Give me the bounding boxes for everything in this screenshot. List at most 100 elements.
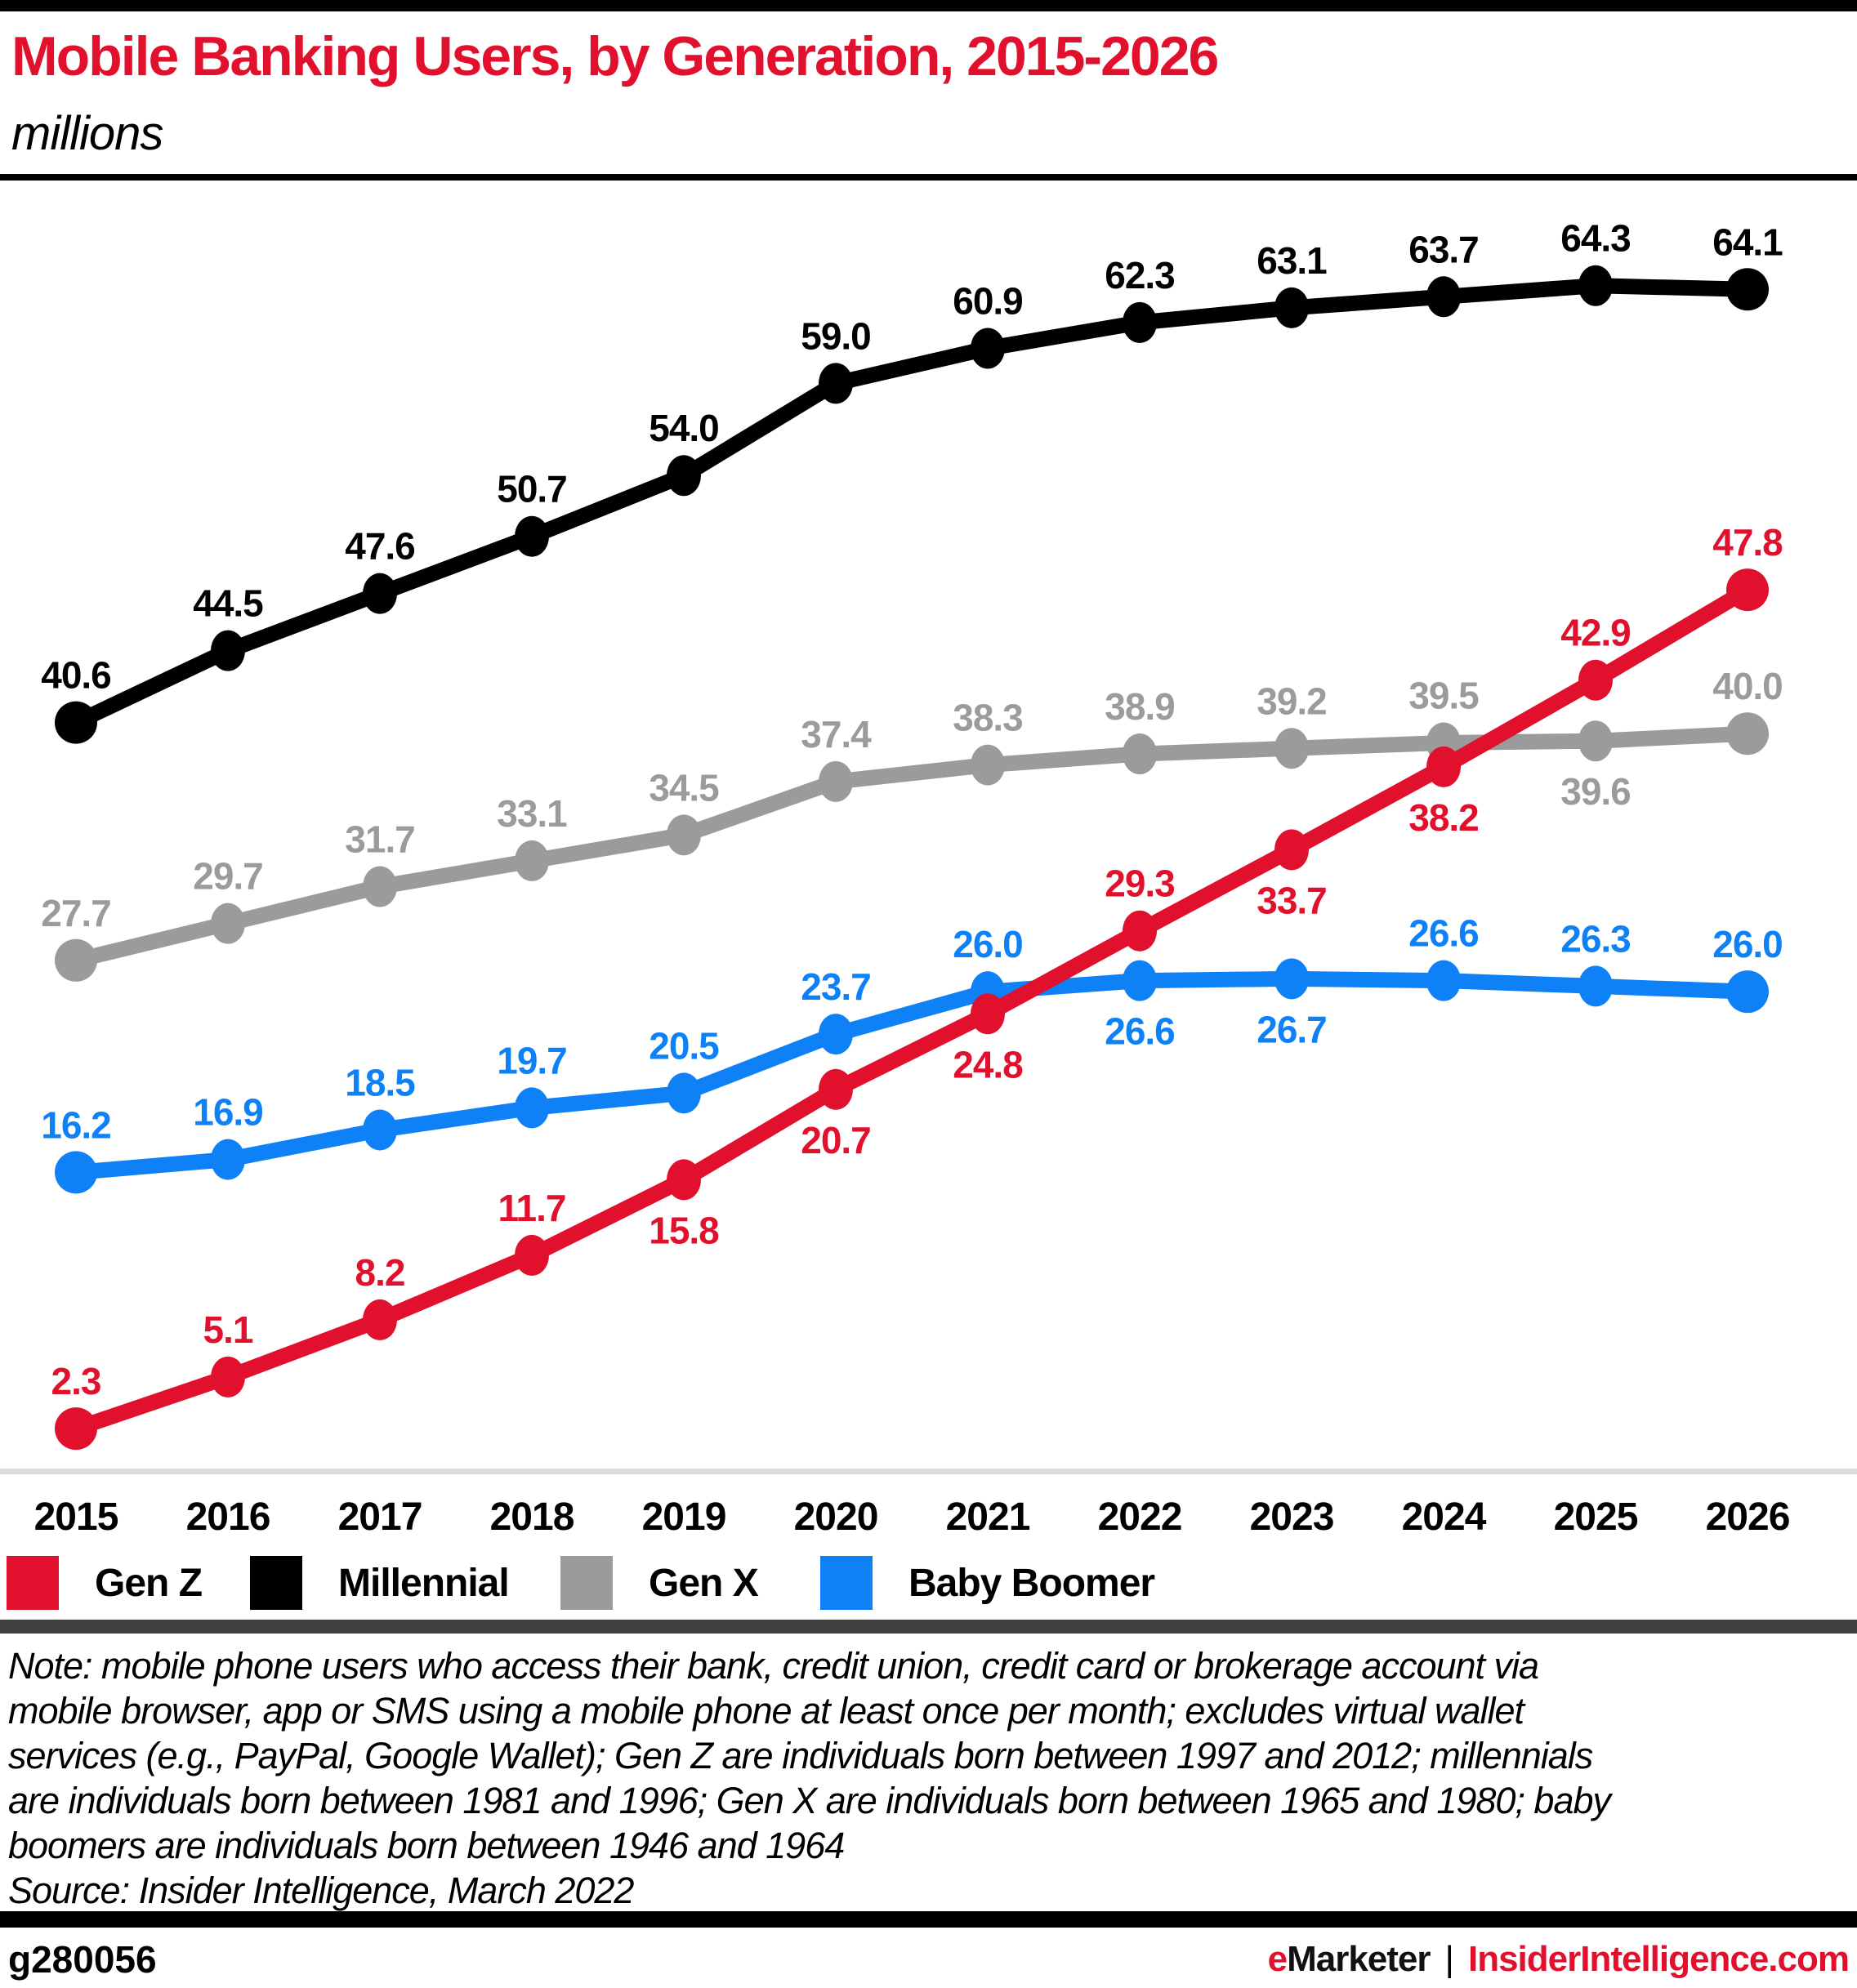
- data-point-gen-z: [55, 1407, 97, 1451]
- emarketer-logo-accent: e: [1267, 1939, 1288, 1979]
- data-point-gen-x: [55, 938, 97, 982]
- data-point-millennial: [55, 701, 97, 744]
- note-text: Note: mobile phone users who access thei…: [8, 1643, 1849, 1913]
- data-point-millennial: [1123, 301, 1157, 343]
- note-line: mobile browser, app or SMS using a mobil…: [8, 1690, 1524, 1732]
- series-line-gen-z: [73, 582, 1752, 1437]
- data-label-baby-boomer: 26.6: [1408, 912, 1479, 955]
- emarketer-logo: Marketer: [1287, 1939, 1431, 1979]
- data-point-millennial: [667, 455, 701, 497]
- data-point-gen-x: [211, 903, 245, 944]
- x-axis-tick-label: 2017: [338, 1495, 422, 1539]
- millennial-swatch-icon: [250, 1556, 302, 1610]
- legend-item-gen-x: Gen X: [560, 1556, 759, 1610]
- data-point-millennial: [1578, 265, 1613, 306]
- x-axis-tick-label: 2022: [1098, 1495, 1182, 1539]
- data-label-gen-z: 8.2: [355, 1251, 405, 1294]
- data-point-gen-z: [1578, 659, 1613, 701]
- legend-item-gen-z: Gen Z: [7, 1556, 203, 1610]
- data-point-gen-x: [667, 814, 701, 856]
- data-label-gen-z: 15.8: [649, 1209, 719, 1251]
- data-label-millennial: 64.3: [1560, 217, 1631, 260]
- x-axis-tick-label: 2025: [1554, 1495, 1638, 1539]
- data-point-millennial: [363, 573, 397, 614]
- data-label-millennial: 60.9: [953, 279, 1023, 322]
- data-point-gen-x: [819, 760, 853, 802]
- data-label-baby-boomer: 23.7: [801, 965, 871, 1008]
- footer-divider: [0, 1911, 1857, 1928]
- note-line: Note: mobile phone users who access thei…: [8, 1645, 1539, 1687]
- x-axis-tick-label: 2020: [794, 1495, 878, 1539]
- data-label-gen-z: 47.8: [1712, 521, 1783, 564]
- data-label-gen-z: 42.9: [1560, 612, 1631, 654]
- x-axis-tick-label: 2018: [490, 1495, 574, 1539]
- units-subtitle: millions: [11, 107, 163, 160]
- data-point-gen-z: [1426, 746, 1461, 787]
- legend-label: Gen X: [649, 1561, 759, 1605]
- x-axis-tick-label: 2021: [946, 1495, 1030, 1539]
- data-label-gen-z: 38.2: [1408, 796, 1479, 839]
- data-label-millennial: 59.0: [801, 314, 871, 357]
- chart-id: g280056: [8, 1938, 157, 1981]
- data-label-gen-x: 33.1: [497, 792, 567, 835]
- data-point-gen-z: [1123, 910, 1157, 952]
- data-point-gen-z: [819, 1068, 853, 1110]
- data-label-millennial: 63.1: [1257, 239, 1327, 282]
- data-label-gen-x: 38.9: [1105, 685, 1175, 728]
- data-point-gen-x: [1123, 733, 1157, 775]
- data-label-gen-z: 11.7: [498, 1187, 566, 1229]
- data-label-gen-x: 37.4: [801, 713, 872, 756]
- data-point-baby-boomer: [1123, 960, 1157, 1001]
- x-axis-tick-label: 2015: [34, 1495, 118, 1539]
- data-label-gen-x: 31.7: [345, 818, 415, 861]
- data-label-gen-z: 5.1: [203, 1308, 253, 1351]
- brand-separator: |: [1444, 1939, 1454, 1979]
- legend-label: Gen Z: [95, 1561, 203, 1605]
- data-label-baby-boomer: 26.7: [1257, 1008, 1327, 1050]
- data-point-gen-x: [1726, 712, 1769, 756]
- data-point-millennial: [1726, 268, 1769, 311]
- data-label-gen-x: 34.5: [649, 766, 719, 809]
- data-point-millennial: [971, 328, 1005, 369]
- series-line-baby-boomer: [75, 970, 1748, 1180]
- baby-boomer-swatch-icon: [820, 1556, 873, 1610]
- data-label-millennial: 47.6: [345, 525, 415, 568]
- data-label-baby-boomer: 18.5: [345, 1061, 415, 1103]
- top-bar: [0, 0, 1857, 11]
- legend-label: Millennial: [338, 1561, 510, 1605]
- data-label-baby-boomer: 19.7: [497, 1039, 567, 1081]
- data-label-millennial: 62.3: [1105, 254, 1175, 296]
- data-point-gen-x: [1274, 728, 1309, 769]
- data-point-gen-z: [1726, 568, 1769, 612]
- note-line: are individuals born between 1981 and 19…: [8, 1780, 1611, 1821]
- insider-intelligence-link[interactable]: InsiderIntelligence.com: [1467, 1939, 1850, 1979]
- data-label-gen-z: 33.7: [1257, 879, 1327, 921]
- data-point-gen-z: [667, 1159, 701, 1201]
- data-label-baby-boomer: 20.5: [649, 1024, 719, 1067]
- data-point-gen-z: [1274, 829, 1309, 871]
- series-line-gen-x: [74, 725, 1748, 969]
- line-chart: 2015 2016 2017 2018 2019 2020 2021 2022 2023 2024…: [0, 217, 1857, 1539]
- legend-item-baby-boomer: Baby Boomer: [820, 1556, 1155, 1610]
- data-point-baby-boomer: [211, 1139, 245, 1180]
- source-text: Source: Insider Intelligence, March 2022: [8, 1870, 634, 1911]
- data-point-gen-x: [363, 866, 397, 907]
- x-axis-tick-label: 2024: [1402, 1495, 1487, 1539]
- note-line: boomers are individuals born between 194…: [8, 1825, 845, 1866]
- data-label-baby-boomer: 26.0: [1712, 923, 1783, 965]
- data-label-millennial: 63.7: [1408, 228, 1479, 270]
- data-label-gen-z: 24.8: [953, 1043, 1023, 1085]
- data-point-baby-boomer: [1578, 965, 1613, 1007]
- data-point-baby-boomer: [515, 1087, 549, 1129]
- x-axis-line: [0, 1469, 1857, 1474]
- data-point-gen-x: [1578, 720, 1613, 762]
- brand-footer: eMarketer | InsiderIntelligence.com: [1267, 1939, 1850, 1980]
- x-axis-tick-label: 2026: [1706, 1495, 1790, 1539]
- data-point-baby-boomer: [1726, 970, 1769, 1014]
- page-title: Mobile Banking Users, by Generation, 201…: [11, 25, 1219, 87]
- data-label-baby-boomer: 26.0: [953, 923, 1023, 965]
- gen-z-swatch-icon: [7, 1556, 59, 1610]
- note-line: services (e.g., PayPal, Google Wallet); …: [8, 1735, 1593, 1776]
- data-label-gen-x: 39.5: [1408, 674, 1479, 716]
